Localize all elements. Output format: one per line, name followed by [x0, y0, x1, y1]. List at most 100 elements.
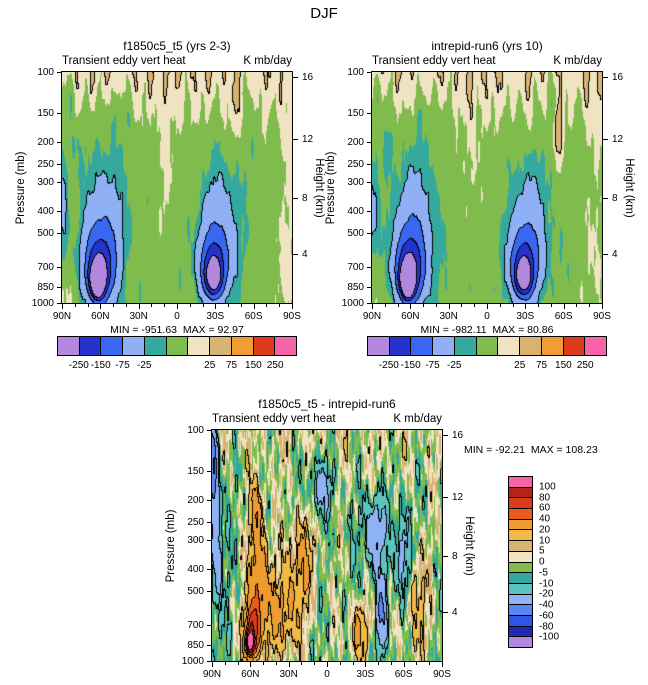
- colorbar-tick-label: -75: [425, 360, 440, 371]
- latitude-tick-mark: [487, 304, 488, 309]
- colorbar-segment: [368, 337, 390, 355]
- pressure-tick-label: 850: [37, 281, 54, 293]
- latitude-tick-label: 60S: [394, 669, 413, 680]
- latitude-minor-tick-mark: [551, 304, 552, 307]
- latitude-minor-tick-mark: [340, 662, 341, 665]
- latitude-tick-mark: [442, 662, 443, 667]
- height-tick-mark: [443, 612, 448, 613]
- pressure-tick-label: 150: [37, 107, 54, 119]
- height-axis-title: Height (km): [463, 515, 475, 576]
- pressure-tick-mark: [367, 142, 372, 143]
- colorbar-tick-label: -250: [68, 360, 89, 371]
- latitude-minor-tick-mark: [474, 304, 475, 307]
- pressure-tick-label: 700: [347, 262, 364, 274]
- pressure-tick-label: 850: [347, 281, 364, 293]
- colorbar-segment: [563, 337, 586, 355]
- latitude-tick-mark: [365, 662, 366, 667]
- latitude-tick-mark: [525, 304, 526, 309]
- colorbar-segment: [509, 509, 532, 520]
- latitude-tick-mark: [602, 304, 603, 309]
- height-tick-label: 4: [302, 249, 308, 261]
- colorbar-segment: [275, 337, 297, 355]
- latitude-minor-tick-mark: [238, 662, 239, 665]
- figure-title: DJF: [310, 5, 338, 22]
- colorbar-tick-label: -150: [400, 360, 421, 371]
- pressure-tick-label: 250: [347, 158, 364, 170]
- pressure-tick-mark: [367, 233, 372, 234]
- latitude-tick-mark: [327, 662, 328, 667]
- colorbar-segment: [509, 551, 532, 563]
- colorbar-segment: [509, 562, 532, 574]
- colorbar-tick-label: -80: [539, 621, 554, 632]
- field-name-label: Transient eddy vert heat: [62, 55, 186, 67]
- pressure-tick-label: 100: [187, 425, 204, 436]
- pressure-tick-label: 400: [37, 206, 54, 218]
- colorbar-segment: [498, 337, 521, 355]
- colorbar: [57, 336, 297, 356]
- height-tick-mark: [443, 497, 448, 498]
- pressure-tick-mark: [207, 430, 212, 431]
- latitude-tick-label: 90S: [433, 669, 451, 680]
- pressure-tick-mark: [207, 569, 212, 570]
- height-tick-label: 8: [302, 192, 308, 204]
- latitude-tick-mark: [372, 304, 373, 309]
- colorbar-tick-label: 250: [576, 360, 594, 371]
- latitude-tick-label: 0: [484, 311, 490, 322]
- colorbar-segment: [509, 573, 532, 584]
- latitude-minor-tick-mark: [241, 304, 242, 307]
- height-tick-mark: [603, 77, 608, 78]
- colorbar-segment: [166, 337, 189, 355]
- contour-plot-canvas: [211, 429, 443, 662]
- pressure-tick-mark: [57, 303, 62, 304]
- colorbar-tick-label: 10: [539, 535, 551, 546]
- latitude-tick-label: 90N: [52, 311, 72, 322]
- pressure-tick-label: 200: [347, 136, 364, 148]
- colorbar-segment: [509, 477, 532, 488]
- pressure-tick-mark: [207, 645, 212, 646]
- colorbar-tick-label: 75: [225, 360, 238, 371]
- colorbar-segment: [389, 337, 412, 355]
- height-tick-mark: [293, 139, 298, 140]
- contour-plot-canvas: [371, 71, 603, 304]
- latitude-tick-label: 90S: [593, 311, 611, 322]
- colorbar-tick-label: -250: [378, 360, 399, 371]
- colorbar-segment: [58, 337, 80, 355]
- colorbar-segment: [144, 337, 167, 355]
- latitude-minor-tick-mark: [266, 304, 267, 307]
- latitude-tick-mark: [62, 304, 63, 309]
- height-tick-mark: [603, 254, 608, 255]
- latitude-minor-tick-mark: [423, 304, 424, 307]
- min-max-label: MIN = -951.63 MAX = 92.97: [110, 324, 244, 336]
- pressure-tick-label: 150: [187, 465, 204, 477]
- latitude-minor-tick-mark: [151, 304, 152, 307]
- colorbar-segment: [509, 626, 532, 638]
- latitude-tick-mark: [289, 662, 290, 667]
- latitude-tick-label: 30S: [356, 669, 375, 680]
- pressure-tick-label: 300: [187, 535, 204, 547]
- pressure-tick-mark: [57, 182, 62, 183]
- units-label: K mb/day: [393, 413, 442, 425]
- colorbar: [508, 476, 533, 648]
- latitude-tick-label: 30N: [279, 669, 298, 680]
- panel-title: intrepid-run6 (yrs 10): [431, 39, 543, 53]
- panel-difference: f1850c5_t5 - intrepid-run6 Transient edd…: [165, 397, 598, 680]
- height-tick-label: 12: [302, 133, 314, 145]
- pressure-tick-mark: [57, 267, 62, 268]
- latitude-tick-label: 0: [324, 669, 330, 680]
- height-tick-label: 12: [452, 491, 464, 503]
- latitude-minor-tick-mark: [225, 662, 226, 665]
- pressure-tick-mark: [207, 661, 212, 662]
- colorbar-tick-label: 40: [539, 513, 551, 525]
- colorbar-segment: [585, 337, 607, 355]
- latitude-tick-mark: [139, 304, 140, 309]
- latitude-tick-label: 30N: [439, 311, 458, 322]
- colorbar-tick-label: 25: [514, 360, 526, 371]
- pressure-tick-label: 200: [37, 136, 54, 148]
- latitude-minor-tick-mark: [75, 304, 76, 307]
- pressure-tick-mark: [367, 211, 372, 212]
- colorbar-segment: [188, 337, 211, 355]
- pressure-tick-mark: [57, 113, 62, 114]
- colorbar-segment: [411, 337, 434, 355]
- colorbar-segment: [509, 498, 532, 510]
- latitude-minor-tick-mark: [385, 304, 386, 307]
